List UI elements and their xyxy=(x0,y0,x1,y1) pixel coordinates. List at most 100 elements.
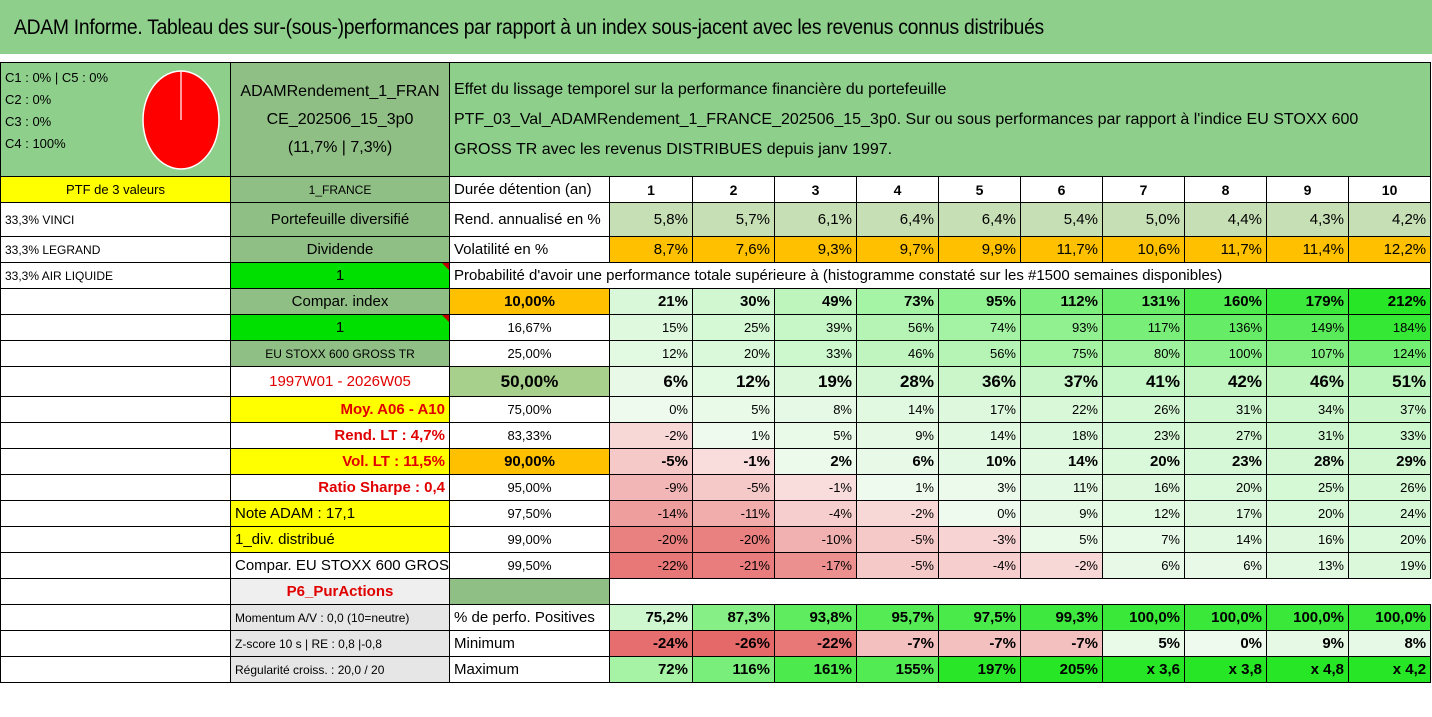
quantile-value: 6% xyxy=(1184,552,1267,579)
quantile-value: -11% xyxy=(692,500,775,527)
performance-table: C1 : 0% | C5 : 0% C2 : 0% C3 : 0% C4 : 1… xyxy=(0,62,1432,683)
quantile-percent: 90,00% xyxy=(449,448,610,475)
quantile-value: 46% xyxy=(856,340,939,367)
quantile-value: 28% xyxy=(1266,448,1349,475)
rend-value: 6,4% xyxy=(938,202,1021,237)
quantile-value: -4% xyxy=(774,500,857,527)
quantile-value: 2% xyxy=(774,448,857,475)
quantile-value: 212% xyxy=(1347,288,1432,315)
quantile-value: 22% xyxy=(1020,396,1103,423)
quantile-value: 17% xyxy=(1184,500,1267,527)
probability-title: Probabilité d'avoir une performance tota… xyxy=(449,262,1349,289)
left-blank xyxy=(0,422,231,449)
stat-value: 8% xyxy=(1347,630,1432,657)
vol-value: 11,7% xyxy=(1184,236,1267,263)
momentum-label: Momentum A/V : 0,0 (10=neutre) xyxy=(230,604,450,631)
quantile-value: 56% xyxy=(856,314,939,341)
stat-value: x 3,6 xyxy=(1102,656,1185,683)
quantile-value: -5% xyxy=(692,474,775,501)
quantile-value: 73% xyxy=(856,288,939,315)
quantile-value: 11% xyxy=(1020,474,1103,501)
quantile-value: 20% xyxy=(692,340,775,367)
quantile-value: 112% xyxy=(1020,288,1103,315)
quantile-value: 20% xyxy=(1266,500,1349,527)
quantile-value: 20% xyxy=(1347,526,1432,553)
p6-label: P6_PurActions xyxy=(230,578,450,605)
quantile-value: 1% xyxy=(692,422,775,449)
rend-value: 5,8% xyxy=(609,202,693,237)
left-blank xyxy=(0,314,231,341)
stat-value: 116% xyxy=(692,656,775,683)
quantile-value: -5% xyxy=(856,552,939,579)
quantile-percent: 25,00% xyxy=(449,340,610,367)
stat-value: -26% xyxy=(692,630,775,657)
quantile-percent: 99,50% xyxy=(449,552,610,579)
left-blank xyxy=(0,448,231,475)
stat-value: 100,0% xyxy=(1266,604,1349,631)
quantile-value: 80% xyxy=(1102,340,1185,367)
stat-value: 75,2% xyxy=(609,604,693,631)
portfolio-name: ADAMRendement_1_FRAN xyxy=(240,82,440,100)
green-bar xyxy=(449,578,610,605)
year-header: 8 xyxy=(1184,176,1267,203)
quantile-value: 136% xyxy=(1184,314,1267,341)
quantile-value: -3% xyxy=(938,526,1021,553)
quantile-value: 124% xyxy=(1347,340,1432,367)
quantile-value: 12% xyxy=(692,366,775,397)
stat-value: 155% xyxy=(856,656,939,683)
quantile-percent: 83,33% xyxy=(449,422,610,449)
vol-value: 9,9% xyxy=(938,236,1021,263)
quantile-value: 14% xyxy=(856,396,939,423)
stat-value: 5% xyxy=(1102,630,1185,657)
vol-value: 10,6% xyxy=(1102,236,1185,263)
rend-value: 5,7% xyxy=(692,202,775,237)
quantile-value: 100% xyxy=(1184,340,1267,367)
compar-full-label: Compar. EU STOXX 600 GROSS TR xyxy=(230,552,450,579)
quantile-value: 6% xyxy=(856,448,939,475)
stat-value: -22% xyxy=(774,630,857,657)
rend-value: 6,1% xyxy=(774,202,857,237)
quantile-value: 74% xyxy=(938,314,1021,341)
portfolio-name-2: CE_202506_15_3p0 xyxy=(266,110,414,128)
legend-c1: C1 : 0% | C5 : 0% xyxy=(5,70,109,85)
year-header: 7 xyxy=(1102,176,1185,203)
quantile-percent: 16,67% xyxy=(449,314,610,341)
portfolio-perf: (11,7% | 7,3%) xyxy=(287,138,393,156)
compar-index-label: Compar. index xyxy=(230,288,450,315)
toggle-one-b: 1 xyxy=(230,314,450,341)
quantile-value: -10% xyxy=(774,526,857,553)
holding-1: 33,3% VINCI xyxy=(0,202,231,237)
stat-value: 161% xyxy=(774,656,857,683)
stat-value: 100,0% xyxy=(1102,604,1185,631)
stat-value: 0% xyxy=(1184,630,1267,657)
quantile-percent: 95,00% xyxy=(449,474,610,501)
vol-value: 9,3% xyxy=(774,236,857,263)
holding-2: 33,3% LEGRAND xyxy=(0,236,231,263)
quantile-value: 26% xyxy=(1347,474,1432,501)
left-blank xyxy=(0,630,231,657)
quantile-value: 117% xyxy=(1102,314,1185,341)
vol-value: 11,7% xyxy=(1020,236,1103,263)
quantile-value: 19% xyxy=(774,366,857,397)
quantile-value: 179% xyxy=(1266,288,1349,315)
quantile-value: -2% xyxy=(856,500,939,527)
quantile-value: 6% xyxy=(1102,552,1185,579)
quantile-value: 184% xyxy=(1347,314,1432,341)
page-title: ADAM Informe. Tableau des sur-(sous-)per… xyxy=(14,16,1044,39)
quantile-value: 18% xyxy=(1020,422,1103,449)
quantile-value: 37% xyxy=(1020,366,1103,397)
vol-value: 8,7% xyxy=(609,236,693,263)
year-header: 5 xyxy=(938,176,1021,203)
quantile-value: -21% xyxy=(692,552,775,579)
holding-period-label: Durée détention (an) xyxy=(449,176,610,203)
quantile-value: 9% xyxy=(1020,500,1103,527)
left-blank xyxy=(0,656,231,683)
quantile-value: 34% xyxy=(1266,396,1349,423)
quantile-value: -5% xyxy=(609,448,693,475)
diversified-label: Portefeuille diversifié xyxy=(230,202,450,237)
description-line-3: GROSS TR avec les revenus DISTRIBUES dep… xyxy=(454,140,893,158)
quantile-value: 49% xyxy=(774,288,857,315)
left-blank xyxy=(0,474,231,501)
stat-value: 95,7% xyxy=(856,604,939,631)
